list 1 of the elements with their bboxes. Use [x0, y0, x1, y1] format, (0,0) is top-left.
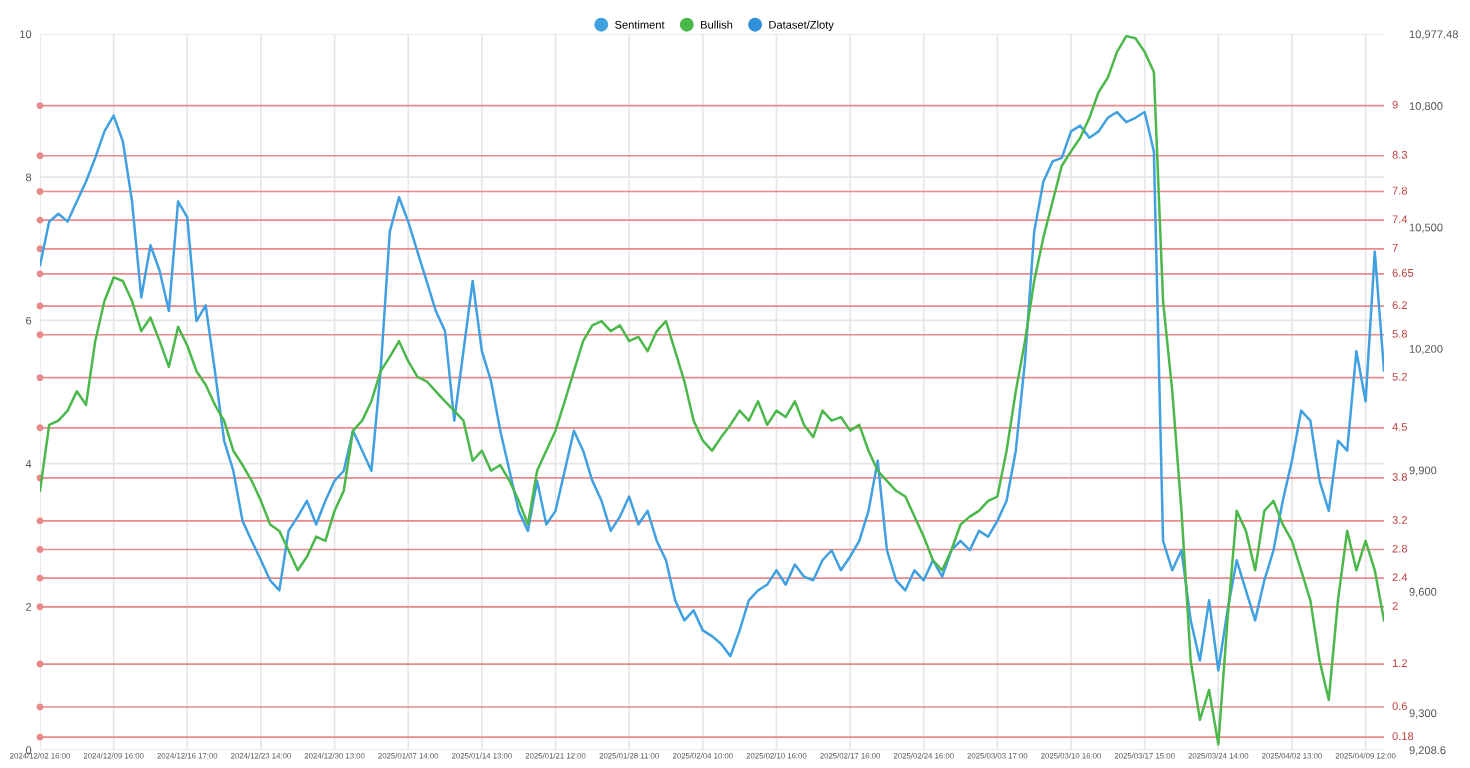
- line-series: [40, 110, 1384, 672]
